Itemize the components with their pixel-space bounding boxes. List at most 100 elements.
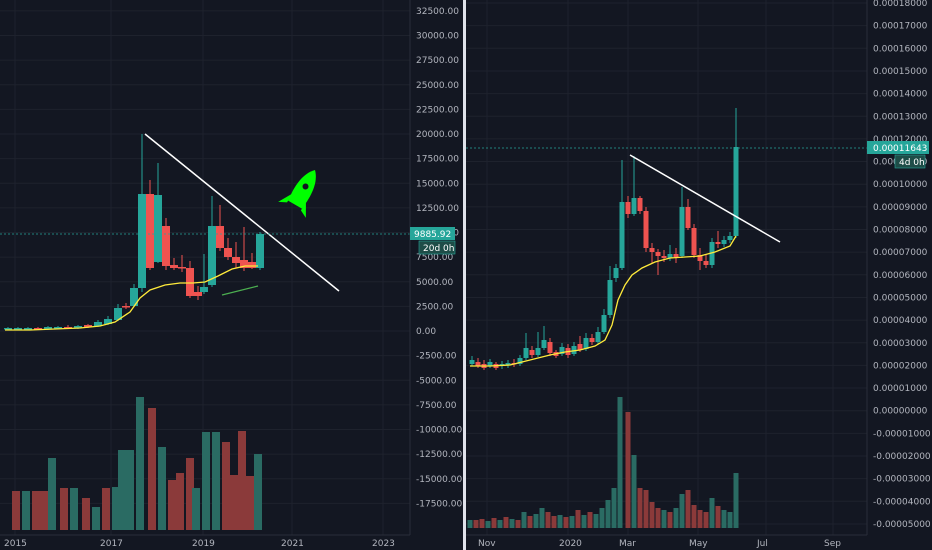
right-candle-body [541,340,547,348]
left-candle-body [146,194,154,268]
left-time-axis[interactable]: 2015 2017 2019 2021 2023 [4,539,395,549]
right-price-tick: 0.00003000 [873,339,928,349]
right-candle-body [589,338,595,342]
left-volume-bar [48,458,56,530]
right-price-tick: 0.00007000 [873,248,928,258]
right-candle-body [505,363,511,365]
right-candle-body [559,347,565,354]
right-time-tick: Sep [824,539,841,549]
left-volume-bar [126,450,134,530]
right-volume-bar [709,498,715,528]
right-volume-bar [527,516,533,528]
left-volume-bar [112,487,120,530]
left-candle-body [94,322,102,326]
right-price-tick: -0.00004000 [873,497,931,507]
right-volume-bar [655,508,661,528]
right-price-tick: 0.00014000 [873,90,928,100]
right-volume-bar [551,516,557,528]
right-volume-bar [599,508,605,528]
left-trend-line[interactable] [144,133,340,292]
left-volume-bar [254,454,262,530]
right-moving-average-line [470,235,737,367]
right-candle-body [685,207,691,228]
right-price-tick: -0.00005000 [873,520,931,530]
left-price-tick: 12500.00 [416,204,459,214]
rocket-icon[interactable] [278,162,329,218]
left-price-tick: 27500.00 [416,56,459,66]
left-moving-average-line [5,265,258,331]
right-candle-body [655,252,661,256]
right-candle-body [697,255,703,261]
right-candle-body [667,254,673,258]
left-price-tick: 7500.00 [416,253,453,263]
left-candle-body [4,328,12,330]
right-price-tick: -0.00001000 [873,429,931,439]
right-candle-body [595,332,601,342]
right-countdown: 4d 0h [899,158,925,168]
right-volume-bar [539,508,545,528]
right-chart-pane[interactable]: 0.00018000 0.00017000 0.00016000 0.00015000… [466,0,931,549]
left-volume-bar [22,491,30,530]
right-volume-bar [605,500,611,528]
right-candle-body [637,198,643,211]
right-price-tick: 0.00002000 [873,361,928,371]
left-candle-body [64,327,72,329]
left-price-tick: -2500.00 [416,352,457,362]
left-countdown: 20d 0h [423,244,454,254]
right-trend-line[interactable] [629,154,781,243]
right-price-tick: 0.00008000 [873,226,928,236]
left-volume-bar [12,491,20,530]
left-last-price: 9885.92 [414,230,451,240]
right-volume-bar [515,520,521,528]
left-candle-body [208,226,216,285]
right-time-tick: Mar [619,539,636,549]
left-candle-body [24,328,32,330]
left-volume-bar [168,480,176,530]
left-candle-body [130,288,138,306]
right-volume-bar [617,397,623,528]
left-green-line [221,285,259,296]
right-volume-bar [467,520,473,528]
left-candle-body [178,267,186,269]
right-volume-bar [473,520,479,528]
right-volume-bar [691,505,697,528]
right-time-tick: Jul [756,539,768,549]
pane-separator[interactable] [463,0,466,550]
left-volume-bar [192,488,200,530]
left-chart-pane[interactable]: 32500.00 30000.00 27500.00 25000.00 22500.00… [0,0,462,549]
left-grid [0,0,410,535]
left-volume-bar [60,488,68,530]
left-candle-body [54,327,62,329]
right-volume-bar [503,517,509,528]
right-volume-bar [673,508,679,528]
left-price-tick: 25000.00 [416,81,459,91]
right-volume-bars [467,397,739,528]
right-candle-body [619,202,625,268]
right-time-axis[interactable]: Nov 2020 Mar May Jul Sep [478,539,841,549]
right-candle-body [721,240,727,244]
left-volume-bar [82,498,90,530]
left-volume-bar [158,447,166,530]
right-price-tick: 0.00006000 [873,271,928,281]
right-price-tick: 0.00017000 [873,22,928,32]
left-candles [4,134,264,330]
left-price-tick: 22500.00 [416,105,459,115]
right-price-tick: 0.00016000 [873,44,928,54]
left-volume-bar [148,408,156,530]
right-volume-bar [727,512,733,528]
left-volume-bar [40,491,48,530]
left-volume-bar [102,488,110,530]
left-volume-bar [212,432,220,530]
right-candle-body [469,360,475,364]
left-price-tick: 17500.00 [416,155,459,165]
right-candle-body [613,268,619,278]
left-price-tick: 15000.00 [416,179,459,189]
right-volume-bar [649,502,655,528]
right-candle-body [673,254,679,257]
left-volume-bars [12,397,262,530]
right-candle-body [529,350,535,355]
left-last-price-tag: 9885.92 20d 0h [410,227,456,255]
right-volume-bar [575,510,581,528]
left-candle-body [84,325,92,327]
